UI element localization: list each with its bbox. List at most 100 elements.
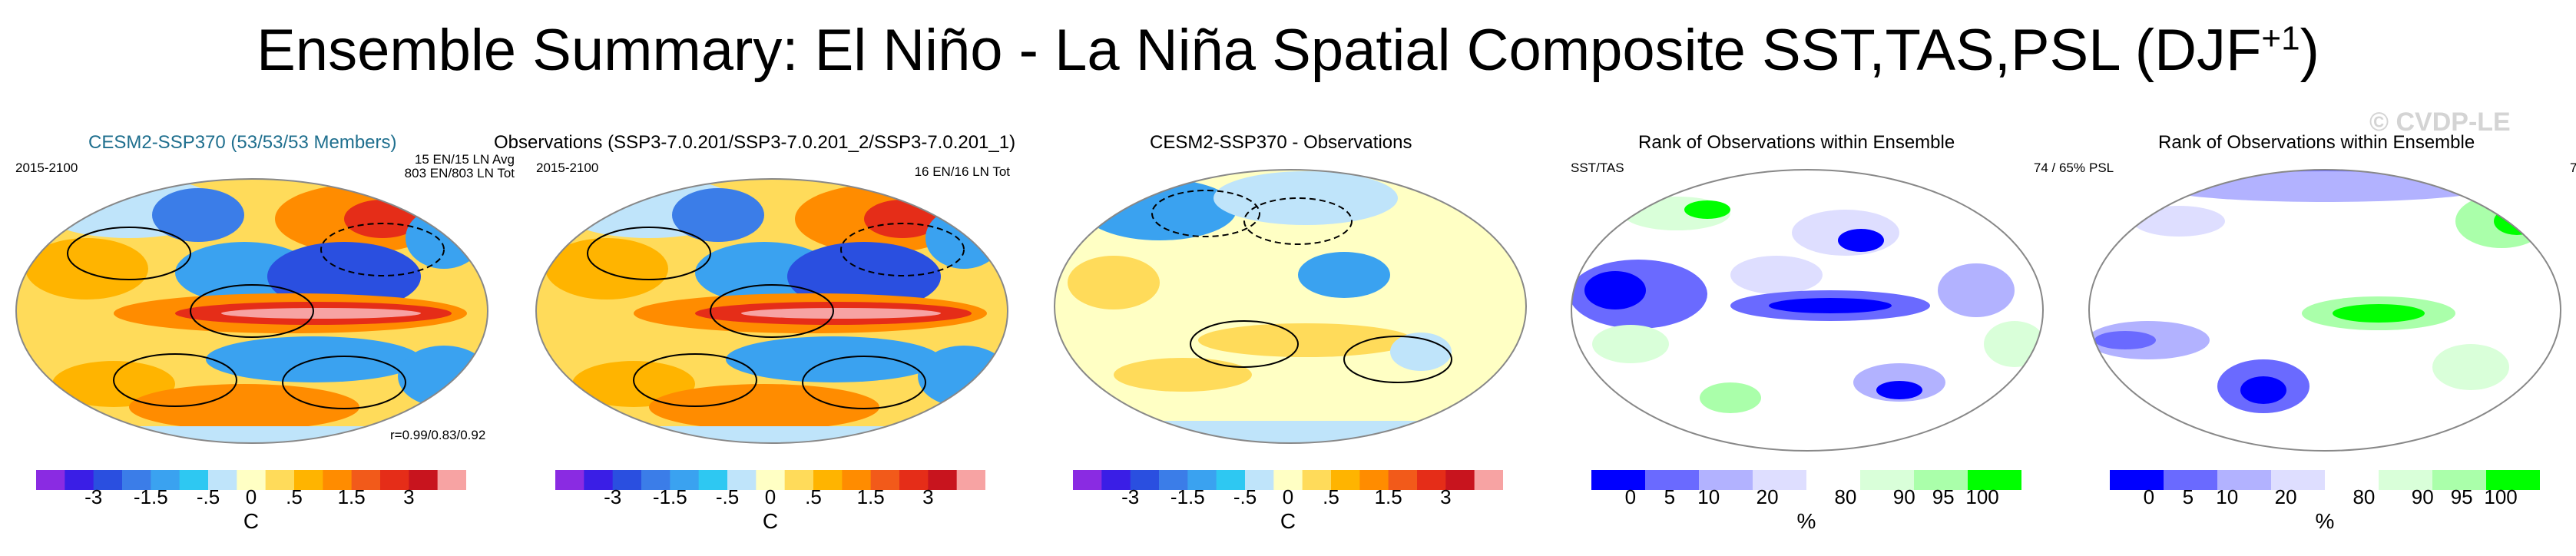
temperature-colorbar-2 [555,470,985,490]
panel-5-variable: PSL [2089,161,2114,175]
panel-1-members-tot: 803 EN/803 LN Tot [404,166,515,180]
colorbar-1-swatch [437,470,466,490]
colorbar-1-swatch [294,470,323,490]
colorbar-1-tick-label: -.5 [196,485,220,508]
main-title: Ensemble Summary: El Niño - La Niña Spat… [257,18,2319,83]
colorbar-4-tick-label: 95 [1932,485,1955,508]
colorbar-5-unit: % [2315,509,2335,533]
colorbar-4-tick-label: 80 [1834,485,1857,508]
colorbar-4-swatch [1699,470,1753,490]
colorbar-2-tick-label: 3 [922,485,934,508]
colorbar-3-swatch [1073,470,1102,490]
colorbar-5-swatch [2486,470,2540,490]
colorbar-1-unit: C [243,509,260,533]
colorbar-5-tick-label: 100 [2484,485,2518,508]
colorbar-2-swatch [670,470,700,490]
panel-5-map [2088,169,2561,452]
colorbar-3-swatch [1359,470,1389,490]
colorbar-2-tick-label: -.5 [715,485,740,508]
colorbar-5-swatch [2217,470,2272,490]
colorbar-1-swatch [237,470,267,490]
colorbar-2-swatch [784,470,814,490]
panel-3-title: CESM2-SSP370 - Observations [1150,132,1412,153]
colorbar-2-swatch [727,470,757,490]
panel-2-title: Observations (SSP3-7.0.201/SSP3-7.0.201_… [494,132,1016,153]
colorbar-5-swatch [2379,470,2433,490]
colorbar-3-unit: C [1280,509,1296,533]
colorbar-4-tick-label: 20 [1756,485,1779,508]
colorbar-5-tick-label: 95 [2450,485,2473,508]
panel-4-title: Rank of Observations within Ensemble [1638,132,1955,153]
panel-3-map [1054,169,1527,444]
panel-5-title: Rank of Observations within Ensemble [2158,132,2475,153]
colorbar-5-swatch [2325,470,2379,490]
colorbar-2-swatch [555,470,584,490]
colorbar-3-swatch [1331,470,1360,490]
colorbar-1-swatch [36,470,65,490]
colorbar-2-swatch [813,470,843,490]
colorbar-1-swatch [409,470,439,490]
colorbar-3-swatch [1474,470,1503,490]
colorbar-1-swatch [179,470,209,490]
colorbar-4-swatch [1806,470,1861,490]
colorbar-5-tick-label: 5 [2182,485,2194,508]
colorbar-2-swatch [928,470,958,490]
colorbar-5-tick-label: 20 [2274,485,2297,508]
colorbar-1-tick-label: 1.5 [337,485,366,508]
colorbar-5-tick-label: 90 [2411,485,2434,508]
colorbar-1-tick-label: .5 [286,485,303,508]
colorbar-3-tick-label: -3 [1121,485,1140,508]
colorbar-2-swatch [899,470,929,490]
colorbar-1-swatch [65,470,94,490]
colorbar-3-tick-label: -.5 [1233,485,1257,508]
colorbar-2-swatch [641,470,670,490]
panel-1-members-avg: 15 EN/15 LN Avg [414,152,515,167]
colorbar-3-swatch [1302,470,1332,490]
colorbar-2-swatch [612,470,642,490]
colorbar-2-swatch [842,470,872,490]
panel-4-map [1571,169,2044,452]
rank-colorbar-1 [1591,470,2021,490]
watermark: © CVDP-LE [2369,108,2511,137]
colorbar-4-swatch [1645,470,1700,490]
panel-1-pattern-correlation: r=0.99/0.83/0.92 [390,428,486,442]
colorbar-1-swatch [208,470,237,490]
colorbar-5-tick-label: 10 [2216,485,2239,508]
colorbar-2-swatch [870,470,900,490]
colorbar-2-swatch [698,470,728,490]
rank-colorbar-2 [2110,470,2540,490]
colorbar-3-swatch [1187,470,1217,490]
colorbar-4-swatch [1860,470,1915,490]
temperature-colorbar-1 [36,470,466,490]
colorbar-1-tick-label: 3 [403,485,415,508]
colorbar-5-swatch [2432,470,2487,490]
panel-1-title: CESM2-SSP370 (53/53/53 Members) [88,132,397,153]
colorbar-3-swatch [1159,470,1188,490]
colorbar-2-swatch [956,470,985,490]
colorbar-4-unit: % [1796,509,1816,533]
colorbar-5-swatch [2164,470,2218,490]
panel-2-members-tot: 16 EN/16 LN Tot [914,164,1010,179]
colorbar-3-swatch [1273,470,1303,490]
panel-1-map [15,178,488,444]
colorbar-4-tick-label: 5 [1664,485,1676,508]
colorbar-3-swatch [1245,470,1274,490]
colorbar-4-swatch [1753,470,1807,490]
colorbar-3-swatch [1130,470,1160,490]
colorbar-1-swatch [380,470,409,490]
colorbar-1-swatch [151,470,180,490]
panel-4-percent: 74 / 65% [2033,161,2085,175]
colorbar-1-tick-label: -3 [84,485,103,508]
colorbar-1-tick-label: -1.5 [133,485,168,508]
colorbar-2-tick-label: -1.5 [652,485,687,508]
colorbar-4-swatch [1968,470,2021,490]
colorbar-1-swatch [351,470,381,490]
panel-5-percent: 77% [2569,161,2576,175]
colorbar-4-tick-label: 90 [1892,485,1915,508]
colorbar-2-tick-label: 1.5 [856,485,885,508]
colorbar-5-tick-label: 80 [2353,485,2376,508]
colorbar-3-tick-label: 1.5 [1374,485,1402,508]
colorbar-5-swatch [2110,470,2164,490]
colorbar-3-tick-label: 3 [1440,485,1452,508]
colorbar-2-unit: C [762,509,779,533]
